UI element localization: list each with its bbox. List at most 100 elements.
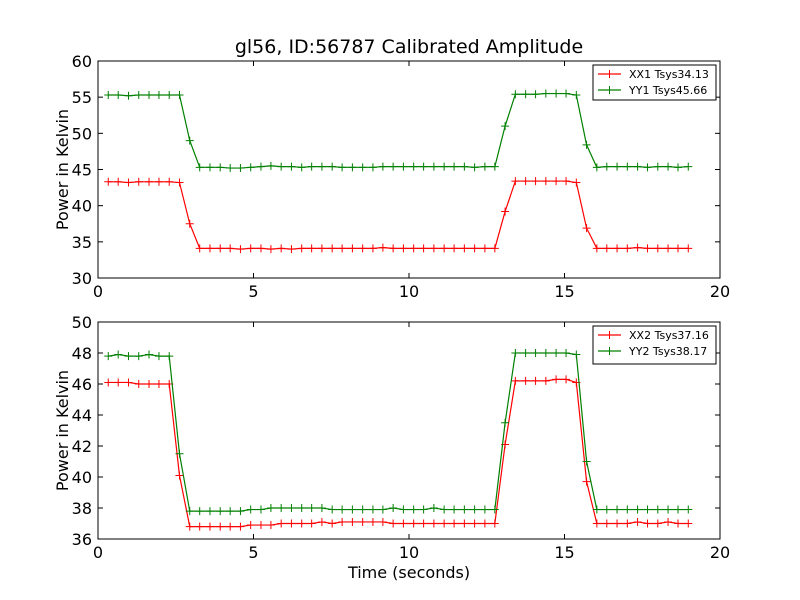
data-point <box>419 244 428 253</box>
x-tick-label: 20 <box>710 543 730 562</box>
data-point <box>419 519 428 528</box>
data-point <box>348 517 357 526</box>
data-point <box>653 162 662 171</box>
data-point <box>531 90 540 99</box>
y-tick-label: 45 <box>72 161 92 180</box>
data-point <box>399 244 408 253</box>
data-point <box>226 507 235 516</box>
x-tick-label: 10 <box>399 282 419 301</box>
data-point <box>205 163 214 172</box>
data-point <box>592 505 601 514</box>
x-tick-label: 15 <box>554 543 574 562</box>
data-point <box>613 505 622 514</box>
data-point <box>226 244 235 253</box>
y-tick-label: 30 <box>72 269 92 288</box>
data-point <box>114 90 123 99</box>
y-tick-label: 40 <box>72 468 92 487</box>
data-point <box>490 162 499 171</box>
data-point <box>256 521 265 530</box>
data-point <box>440 505 449 514</box>
legend-entry: YY1 Tsys45.66 <box>628 84 707 97</box>
data-point <box>521 376 530 385</box>
data-point <box>664 162 673 171</box>
data-point <box>134 90 143 99</box>
data-point <box>674 163 683 172</box>
data-point <box>511 90 520 99</box>
data-point <box>134 352 143 361</box>
data-point <box>582 140 591 149</box>
data-point <box>246 244 255 253</box>
data-point <box>277 244 286 253</box>
data-point <box>460 244 469 253</box>
data-point <box>511 177 520 186</box>
data-point <box>674 244 683 253</box>
data-point <box>664 517 673 526</box>
data-point <box>389 519 398 528</box>
chart-title: gl56, ID:56787 Calibrated Amplitude <box>235 36 583 58</box>
data-point <box>531 376 540 385</box>
data-point <box>623 244 632 253</box>
data-point <box>450 505 459 514</box>
data-point <box>643 244 652 253</box>
data-point <box>541 376 550 385</box>
data-point <box>297 163 306 172</box>
data-point <box>307 244 316 253</box>
legend-marker <box>605 347 614 355</box>
data-point <box>674 519 683 528</box>
data-point <box>216 244 225 253</box>
data-point <box>419 505 428 514</box>
data-point <box>226 164 235 173</box>
data-point <box>378 162 387 171</box>
data-point <box>480 244 489 253</box>
data-point <box>287 162 296 171</box>
data-point <box>562 89 571 98</box>
data-point <box>399 162 408 171</box>
data-point <box>378 505 387 514</box>
series-line <box>108 352 689 512</box>
series-line <box>108 92 689 169</box>
data-point <box>124 91 133 100</box>
x-tick-label: 0 <box>93 282 103 301</box>
data-point <box>480 505 489 514</box>
data-point <box>623 162 632 171</box>
data-point <box>429 504 438 512</box>
data-point <box>348 505 357 514</box>
data-point <box>277 162 286 171</box>
y-tick-label: 50 <box>72 124 92 143</box>
data-point <box>358 163 367 172</box>
data-point <box>195 522 204 531</box>
data-point <box>592 244 601 253</box>
data-point <box>287 245 296 254</box>
data-point <box>246 521 255 530</box>
data-point <box>307 519 316 528</box>
data-point <box>562 375 571 384</box>
legend-box <box>592 325 717 365</box>
legend: XX1 Tsys34.13 YY1 Tsys45.66 <box>592 64 717 101</box>
data-point <box>623 505 632 514</box>
data-point <box>338 517 347 526</box>
data-point <box>490 505 499 514</box>
data-point <box>664 505 673 514</box>
x-tick-label: 15 <box>554 282 574 301</box>
data-point <box>154 380 163 388</box>
data-point <box>440 519 449 528</box>
data-point <box>195 507 204 516</box>
data-point <box>470 244 479 253</box>
data-point <box>684 162 693 171</box>
data-point <box>521 349 530 357</box>
y-tick-label: 42 <box>72 437 92 456</box>
data-point <box>429 162 438 171</box>
data-point <box>154 90 163 99</box>
data-point <box>572 90 581 99</box>
y-axis-label: Power in Kelvin <box>53 109 72 230</box>
data-point <box>480 162 489 171</box>
data-point <box>541 89 550 98</box>
data-point <box>541 177 550 186</box>
y-tick-label: 60 <box>72 52 92 71</box>
data-point <box>287 519 296 528</box>
data-point <box>297 244 306 253</box>
data-point <box>572 350 581 359</box>
data-point <box>684 244 693 253</box>
data-point <box>470 505 479 514</box>
